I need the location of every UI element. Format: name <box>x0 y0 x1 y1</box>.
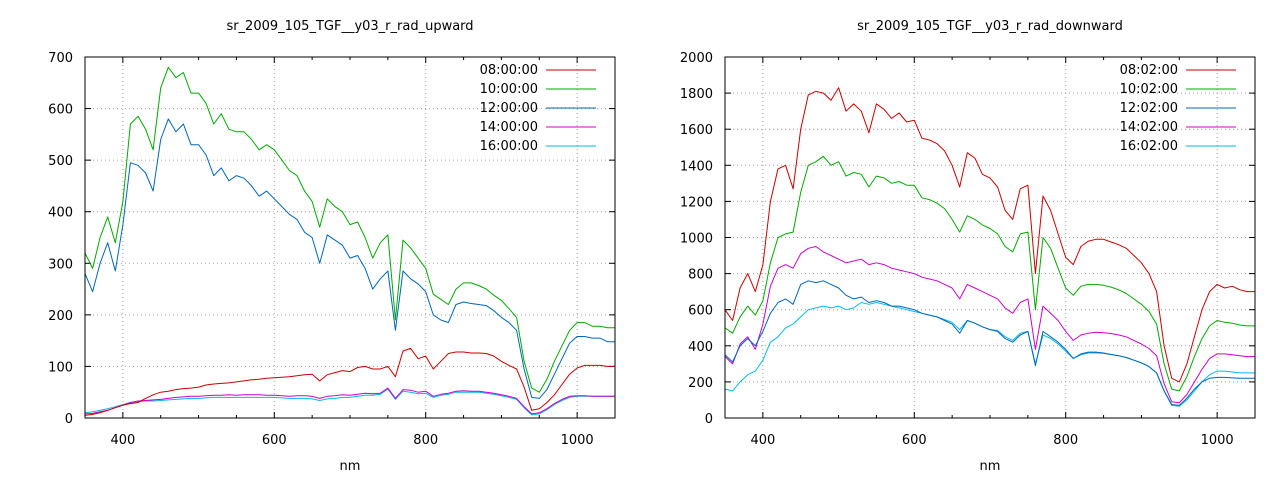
c1-legend-label: 08:02:00 <box>1120 63 1178 78</box>
upward-radiance-chart: sr_2009_105_TGF__y03_r_rad_upward 0 100 200… <box>48 19 616 474</box>
c0-x-tick-label: 1000 <box>561 433 594 448</box>
c1-x-tick-label: 400 <box>750 433 775 448</box>
c0-legend-label: 16:00:00 <box>480 139 538 154</box>
c1-title: sr_2009_105_TGF__y03_r_rad_downward <box>857 19 1123 34</box>
c0-x-tick-label: 400 <box>110 433 135 448</box>
c0-series-line-120000 <box>85 118 615 399</box>
c0-x-tick-label: 800 <box>413 433 438 448</box>
c0-series-line-100000 <box>85 66 615 393</box>
c0-legend-label: 08:00:00 <box>480 63 538 78</box>
c0-plot-frame <box>84 56 616 419</box>
c0-x-axis-label: nm <box>340 459 361 474</box>
c1-y-tick-label: 2000 <box>680 51 713 66</box>
c1-x-tick-label: 600 <box>902 433 927 448</box>
c1-y-tick-label: 1200 <box>680 195 713 210</box>
c1-series-group <box>725 87 1255 407</box>
c0-y-tick-label: 200 <box>48 309 73 324</box>
c1-series-line-100200 <box>725 155 1255 392</box>
c1-y-tick-label: 1600 <box>680 123 713 138</box>
c1-x-axis-label: nm <box>980 459 1001 474</box>
c0-y-tick-label: 600 <box>48 103 73 118</box>
c1-y-tick-label: 1000 <box>680 232 713 247</box>
c0-y-tick-label: 300 <box>48 257 73 272</box>
c0-y-tick-label: 500 <box>48 154 73 169</box>
c1-y-tick-label: 800 <box>688 268 713 283</box>
c0-legend-label: 12:00:00 <box>480 101 538 116</box>
c0-y-tick-label: 700 <box>48 51 73 66</box>
c1-plot-frame <box>724 56 1256 419</box>
c1-y-tick-label: 0 <box>705 412 713 427</box>
c1-series-line-140200 <box>725 246 1255 404</box>
c1-legend-label: 16:02:00 <box>1120 139 1178 154</box>
c1-y-tick-label: 1800 <box>680 87 713 102</box>
c1-x-tick-label: 800 <box>1053 433 1078 448</box>
c0-y-tick-label: 400 <box>48 206 73 221</box>
c0-series-group <box>85 66 615 416</box>
c1-series-line-080200 <box>725 87 1255 383</box>
c0-y-tick-label: 100 <box>48 360 73 375</box>
c1-y-tick-label: 1400 <box>680 159 713 174</box>
c1-x-tick-label: 1000 <box>1201 433 1234 448</box>
c1-series-line-160200 <box>725 302 1255 407</box>
c0-series-line-080000 <box>85 347 615 416</box>
c1-legend-label: 14:02:00 <box>1120 120 1178 135</box>
c1-y-tick-label: 600 <box>688 304 713 319</box>
c1-y-tick-label: 200 <box>688 376 713 391</box>
c1-y-tick-label: 400 <box>688 340 713 355</box>
c0-legend-label: 10:00:00 <box>480 82 538 97</box>
c0-title: sr_2009_105_TGF__y03_r_rad_upward <box>226 19 473 34</box>
downward-radiance-chart: sr_2009_105_TGF__y03_r_rad_downward 0 200 4… <box>680 19 1256 474</box>
c0-legend-label: 14:00:00 <box>480 120 538 135</box>
c0-series-line-140000 <box>85 387 615 415</box>
c0-series-line-160000 <box>85 388 615 416</box>
c1-series-line-120200 <box>725 280 1255 406</box>
c1-legend-label: 12:02:00 <box>1120 101 1178 116</box>
c0-y-tick-label: 0 <box>65 412 73 427</box>
c1-legend-label: 10:02:00 <box>1120 82 1178 97</box>
c0-x-tick-label: 600 <box>262 433 287 448</box>
